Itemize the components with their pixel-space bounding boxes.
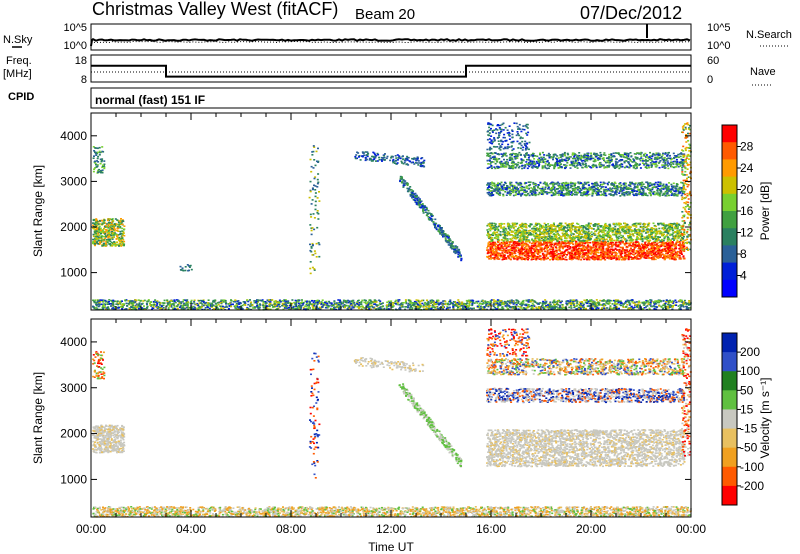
colorbar-swatch — [722, 486, 737, 506]
colorbar-swatch — [722, 448, 737, 468]
colorbar-swatch — [722, 371, 737, 391]
colorbar-tick-label: -200 — [740, 479, 764, 493]
colorbar-swatch — [722, 125, 737, 143]
velocity-scatter-data — [92, 328, 692, 517]
y-tick-label: 1000 — [60, 472, 87, 486]
x-tick-label: 04:00 — [176, 522, 206, 536]
power-x-ticks — [91, 113, 691, 310]
colorbar-tick-label: 200 — [740, 345, 760, 359]
nsearch-tick-high: 10^5 — [707, 22, 731, 34]
x-tick-label: 08:00 — [276, 522, 306, 536]
y-tick-label: 2000 — [60, 220, 87, 234]
colorbar-tick-label: 4 — [740, 269, 747, 283]
colorbar-tick-label: 50 — [740, 383, 754, 397]
cpid-label: CPID — [8, 91, 34, 103]
nsky-label: N.Sky — [3, 34, 33, 46]
colorbar-swatch — [722, 245, 737, 263]
colorbar-swatch — [722, 467, 737, 487]
colorbar-swatch — [722, 228, 737, 246]
x-tick-label: 20:00 — [576, 522, 606, 536]
nave-tick-high: 60 — [707, 55, 719, 67]
colorbar-swatch — [722, 159, 737, 177]
nave-tick-low: 0 — [707, 74, 713, 86]
colorbar-swatch — [722, 194, 737, 212]
velocity-x-axis: 00:00 04:00 08:00 12:00 16:00 20:00 00:00 — [76, 319, 706, 536]
colorbar-tick-label: -15 — [740, 422, 758, 436]
colorbar-swatch — [722, 352, 737, 372]
colorbar-tick-label: 15 — [740, 402, 754, 416]
freq-tick-high: 18 — [75, 55, 87, 67]
colorbar-tick-label: 16 — [740, 204, 754, 218]
colorbar-swatch — [722, 142, 737, 160]
y-tick-label: 4000 — [60, 335, 87, 349]
colorbar-tick-label: 24 — [740, 161, 754, 175]
x-axis-label: Time UT — [368, 540, 414, 554]
beam-label: Beam 20 — [355, 6, 415, 23]
power-ylabel: Slant Range [km] — [31, 165, 45, 257]
noise-panel: N.Sky 10^5 10^0 10^5 10^0 N.Search — [3, 22, 792, 52]
y-tick-label: 2000 — [60, 427, 87, 441]
nave-label: Nave — [750, 66, 776, 78]
colorbar-swatch — [722, 263, 737, 281]
freq-label: Freq. — [6, 55, 32, 67]
y-tick-label: 1000 — [60, 266, 87, 280]
y-tick-label: 3000 — [60, 174, 87, 188]
cpid-value: normal (fast) 151 IF — [95, 93, 205, 107]
nsearch-label: N.Search — [746, 29, 792, 41]
x-tick-label: 16:00 — [476, 522, 506, 536]
freq-line — [91, 66, 691, 77]
station-title: Christmas Valley West (fitACF) — [92, 0, 338, 19]
colorbar-swatch — [722, 211, 737, 229]
colorbar-swatch — [722, 409, 737, 429]
nsky-tick-low: 10^0 — [63, 40, 87, 52]
freq-tick-low: 8 — [81, 74, 87, 86]
velocity-ylabel: Slant Range [km] — [31, 372, 45, 464]
velocity-y-axis: 1000 2000 3000 4000 — [60, 335, 691, 487]
nsky-tick-high: 10^5 — [63, 22, 87, 34]
nsearch-tick-low: 10^0 — [707, 40, 731, 52]
colorbar-swatch — [722, 280, 737, 298]
velocity-colorbar-label: Velocity [m s⁻¹] — [758, 377, 772, 458]
power-scatter-data — [92, 122, 692, 310]
colorbar-tick-label: 20 — [740, 183, 754, 197]
x-tick-label: 12:00 — [376, 522, 406, 536]
colorbar-tick-label: 100 — [740, 364, 760, 378]
y-tick-label: 3000 — [60, 381, 87, 395]
colorbar-swatch — [722, 177, 737, 195]
freq-unit: [MHz] — [3, 68, 32, 80]
colorbar-swatch — [722, 333, 737, 353]
cpid-panel: normal (fast) 151 IF — [91, 88, 691, 108]
y-tick-label: 4000 — [60, 129, 87, 143]
power-colorbar: 28 24 20 16 12 8 4 — [722, 125, 754, 298]
power-colorbar-label: Power [dB] — [758, 182, 772, 241]
colorbar-tick-label: 8 — [740, 247, 747, 261]
x-tick-label: 00:00 — [676, 522, 706, 536]
power-panel: 1000 2000 3000 4000 Slant Range [km] 28 24 20… — [31, 113, 772, 311]
colorbar-tick-label: 12 — [740, 226, 754, 240]
colorbar-tick-label: -100 — [740, 460, 764, 474]
colorbar-swatch — [722, 429, 737, 449]
colorbar-tick-label: 28 — [740, 140, 754, 154]
date-label: 07/Dec/2012 — [580, 3, 682, 23]
colorbar-swatch — [722, 390, 737, 410]
colorbar-tick-label: -50 — [740, 441, 758, 455]
x-tick-label: 00:00 — [76, 522, 106, 536]
